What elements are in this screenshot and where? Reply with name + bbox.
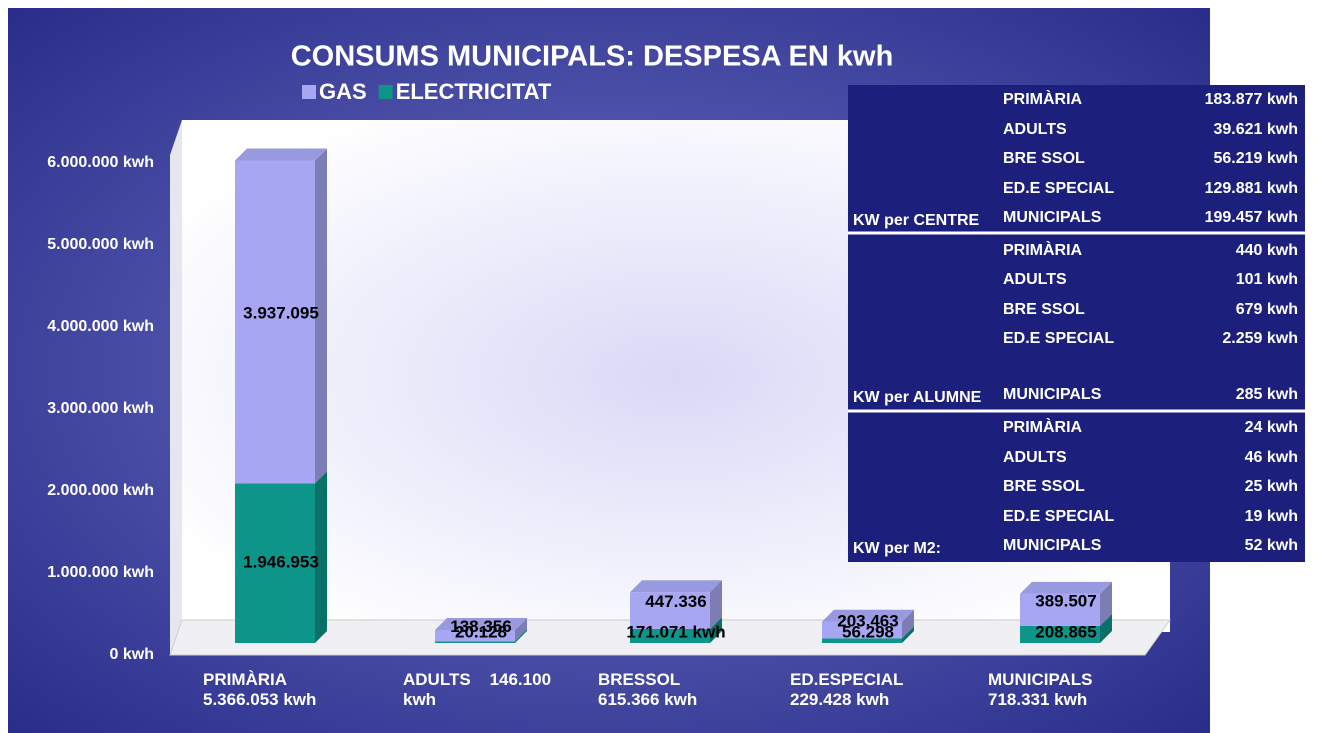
bar-side <box>710 580 722 629</box>
x-tick-label: ADULTS 146.100 kwh <box>403 670 552 709</box>
row-value: 183.877 kwh <box>1205 91 1298 108</box>
value-label: 20.128 <box>455 622 507 641</box>
y-tick-label: 5.000.000 kwh <box>47 236 154 253</box>
row-name: ED.E SPECIAL <box>1003 180 1114 197</box>
row-name: BRE SSOL <box>1003 301 1085 318</box>
table-bg <box>848 85 1305 562</box>
bar <box>822 638 902 643</box>
bar <box>1020 593 1100 626</box>
value-label: 389.507 <box>1035 591 1096 610</box>
x-tick-label: MUNICIPALS 718.331 kwh <box>988 670 1093 709</box>
y-tick-label: 4.000.000 kwh <box>47 318 154 335</box>
row-value: 19 kwh <box>1245 508 1298 525</box>
chart-title: CONSUMS MUNICIPALS: DESPESA EN kwh <box>291 41 894 73</box>
row-value: 679 kwh <box>1236 301 1298 318</box>
bar-side <box>315 148 327 484</box>
row-value: 440 kwh <box>1236 242 1298 259</box>
bar-top <box>630 580 722 593</box>
row-name: PRIMÀRIA <box>1003 89 1083 108</box>
row-value: 24 kwh <box>1245 419 1298 436</box>
row-value: 39.621 kwh <box>1214 121 1299 138</box>
value-label: 138.356 <box>450 617 511 636</box>
section-label: KW per M2: <box>853 540 941 557</box>
row-name: PRIMÀRIA <box>1003 417 1083 436</box>
row-name: ED.E SPECIAL <box>1003 330 1114 347</box>
legend-label: GAS <box>319 79 367 104</box>
x-tick-label: PRIMÀRIA 5.366.053 kwh <box>203 670 317 709</box>
bar-side <box>515 618 527 642</box>
bar-side <box>1100 613 1112 643</box>
row-name: MUNICIPALS <box>1003 209 1102 226</box>
bar-top <box>822 609 914 622</box>
y-tick-label: 6.000.000 kwh <box>47 154 154 171</box>
value-label: 171.071 kwh <box>626 622 725 641</box>
row-value: 199.457 kwh <box>1205 209 1298 226</box>
bar <box>435 641 515 643</box>
bar <box>1020 625 1100 643</box>
y-tick-label: 1.000.000 kwh <box>47 564 154 581</box>
bar <box>630 592 710 629</box>
bar <box>630 628 710 643</box>
bar-side <box>902 626 914 643</box>
value-label: 3.937.095 <box>243 303 319 322</box>
section-label: KW per CENTRE <box>853 212 980 229</box>
legend-swatch <box>378 85 393 99</box>
row-name: MUNICIPALS <box>1003 537 1102 554</box>
row-name: ADULTS <box>1003 449 1067 466</box>
row-value: 56.219 kwh <box>1214 150 1299 167</box>
row-name: ADULTS <box>1003 271 1067 288</box>
x-tick-label: BRESSOL 615.366 kwh <box>598 670 698 709</box>
row-value: 285 kwh <box>1236 386 1298 403</box>
row-name: ED.E SPECIAL <box>1003 508 1114 525</box>
value-label: 208.865 <box>1035 622 1096 641</box>
row-value: 25 kwh <box>1245 478 1298 495</box>
bar-top <box>435 618 527 631</box>
bar-side <box>1100 581 1112 626</box>
value-label: 56.298 <box>842 622 894 641</box>
bar-side <box>515 629 527 643</box>
row-value: 129.881 kwh <box>1205 180 1298 197</box>
y-tick-label: 0 kwh <box>110 646 154 663</box>
row-name: BRE SSOL <box>1003 150 1085 167</box>
row-name: MUNICIPALS <box>1003 386 1102 403</box>
y-tick-label: 3.000.000 kwh <box>47 400 154 417</box>
bar <box>822 621 902 639</box>
bar <box>235 160 315 484</box>
legend-label: ELECTRICITAT <box>396 79 552 104</box>
row-name: BRE SSOL <box>1003 478 1085 495</box>
bar-side <box>902 609 914 639</box>
bar <box>435 630 515 642</box>
row-value: 101 kwh <box>1236 271 1298 288</box>
legend-swatch <box>302 85 316 99</box>
value-label: 1.946.953 <box>243 553 319 572</box>
bar-top <box>1020 581 1112 594</box>
row-value: 2.259 kwh <box>1222 330 1298 347</box>
row-name: PRIMÀRIA <box>1003 240 1083 259</box>
value-label: 447.336 <box>645 592 706 611</box>
value-label: 203.463 <box>837 612 898 631</box>
y-tick-label: 2.000.000 kwh <box>47 482 154 499</box>
bar-top <box>235 148 327 161</box>
bar-side <box>710 616 722 643</box>
row-value: 52 kwh <box>1245 537 1298 554</box>
row-value: 46 kwh <box>1245 449 1298 466</box>
section-label: KW per ALUMNE <box>853 389 982 406</box>
x-tick-label: ED.ESPECIAL 229.428 kwh <box>790 670 904 709</box>
row-name: ADULTS <box>1003 121 1067 138</box>
bar-side <box>315 471 327 643</box>
bar <box>235 483 315 643</box>
